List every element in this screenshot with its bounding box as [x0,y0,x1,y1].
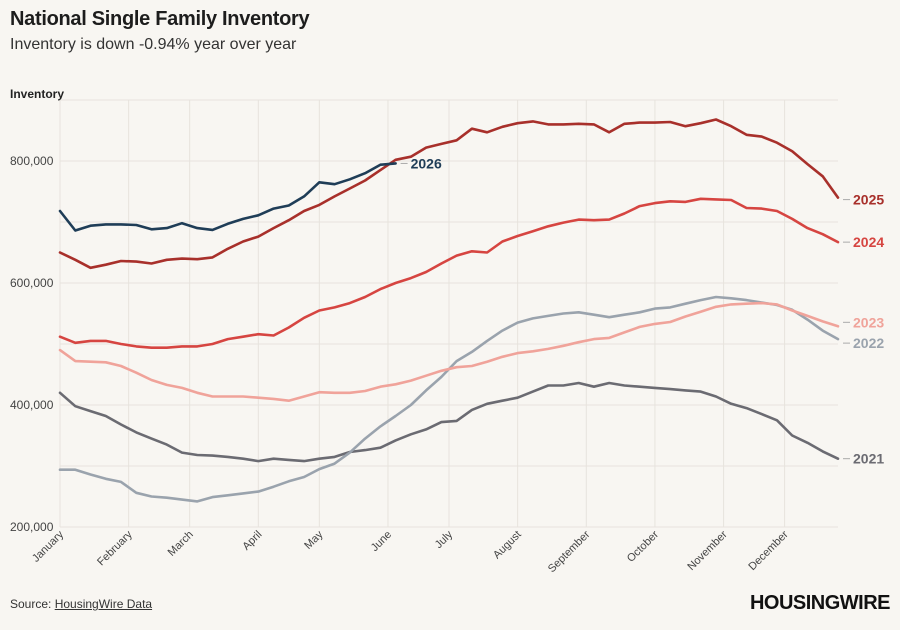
source-link[interactable]: HousingWire Data [54,597,153,611]
series-label-2026: 2026 [411,155,442,171]
series-label-2022: 2022 [853,335,884,351]
x-tick-label: April [240,529,264,553]
series-line-2024 [58,197,840,350]
y-tick-label: 600,000 [10,276,54,290]
chart-title: National Single Family Inventory [10,8,310,30]
y-tick-label: 400,000 [10,398,54,412]
source-note: Source: HousingWire Data [10,597,152,611]
series-line-2023 [58,301,840,403]
x-tick-label: February [95,528,135,568]
x-tick-label: March [166,529,196,559]
series-label-2021: 2021 [853,451,884,467]
series-line-2025 [58,118,840,270]
x-tick-label: October [625,528,661,564]
x-tick-label: July [433,528,456,551]
chart-subtitle: Inventory is down -0.94% year over year [10,36,297,53]
brand-logo: HOUSINGWIRE [749,592,891,614]
line-chart: Inventory 200,000 400,000 600,000 800,000 J… [10,87,884,575]
y-tick-label: 200,000 [10,520,54,534]
x-tick-label: August [491,529,524,562]
x-axis-ticks: January February March April May June July Augu… [30,528,791,575]
series-line-2026 [58,162,397,232]
series-line-2021 [58,381,840,463]
x-tick-label: December [746,528,791,573]
grid-lines [59,99,838,528]
source-prefix: Source: [10,597,52,611]
series-end-labels: 2021 2022 2023 2024 2025 2026 [400,155,884,467]
x-tick-label: September [546,528,593,575]
x-tick-label: June [369,529,394,554]
series-label-2024: 2024 [853,234,884,250]
y-axis-label: Inventory [10,87,64,101]
series-label-2025: 2025 [853,192,884,208]
x-tick-label: November [685,528,730,573]
y-tick-label: 800,000 [10,154,54,168]
x-tick-label: May [302,528,326,552]
y-axis-ticks: 200,000 400,000 600,000 800,000 [10,154,54,534]
series-label-2023: 2023 [853,314,884,330]
series-lines [58,118,840,503]
